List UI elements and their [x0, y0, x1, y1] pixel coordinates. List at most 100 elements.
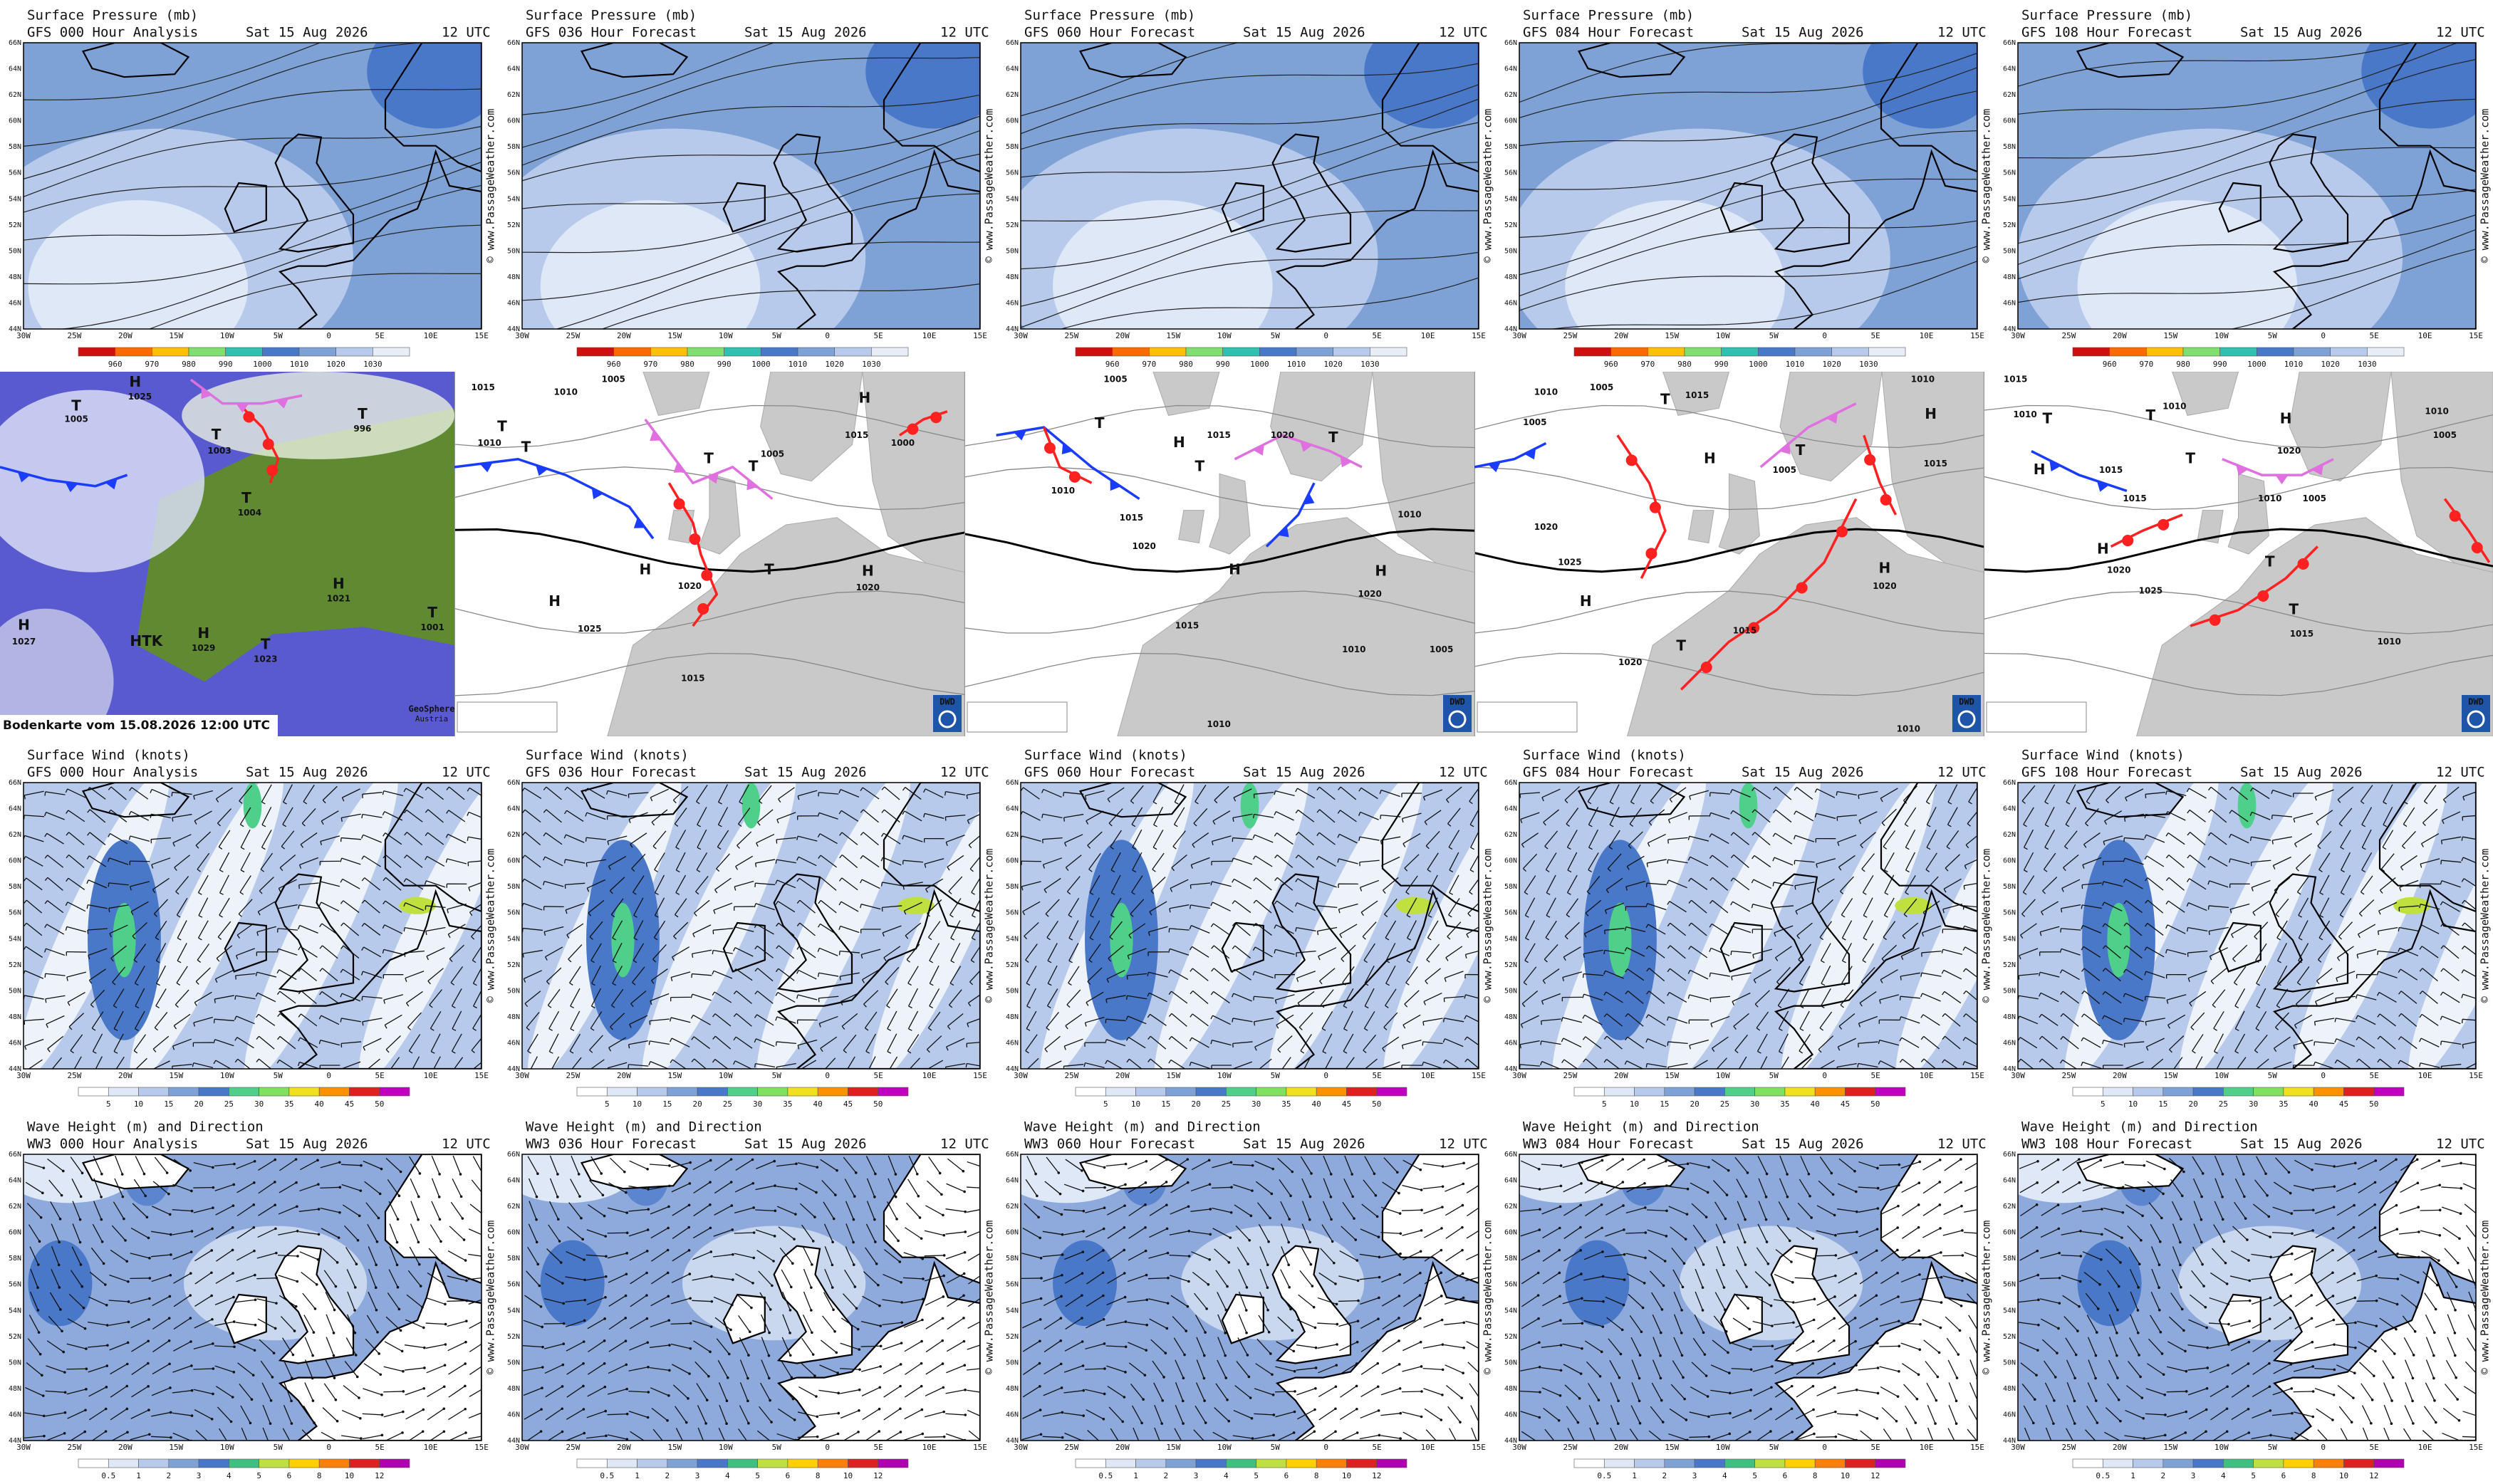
wave-arrow [172, 1365, 192, 1373]
wind-barb-tick [2187, 978, 2190, 983]
wave-arrow-head [1039, 1297, 1043, 1300]
wind-barb-tick [2255, 960, 2259, 963]
wave-arrow-head [603, 1385, 607, 1389]
wave-arrow [426, 1364, 445, 1374]
wind-barb [568, 944, 583, 960]
wind-barb-tick [838, 926, 841, 931]
colorbar-segment [1075, 347, 1113, 357]
wind-barb [321, 810, 339, 822]
wind-barb [153, 899, 169, 914]
wind-barb-tick [88, 955, 90, 960]
wave-arrow [776, 1186, 796, 1190]
pressure-zone [1863, 43, 1977, 129]
wave-arrow [1046, 1156, 1059, 1174]
wind-barb-tick [799, 1070, 801, 1074]
wave-arrow-head [127, 1320, 130, 1324]
wave-arrow-head [399, 1329, 402, 1332]
wave-arrow-head [212, 1367, 215, 1370]
wind-barb [1881, 944, 1897, 959]
colorbar-segment [878, 1458, 909, 1468]
wind-barb [1404, 990, 1420, 1005]
wind-barb [2400, 855, 2417, 867]
wave-arrow [447, 1250, 466, 1261]
wind-barb-tick [735, 866, 739, 870]
wind-barb [451, 1033, 462, 1052]
wave-arrow-head [1039, 1385, 1041, 1388]
wind-barb [2124, 837, 2145, 840]
wind-barb [109, 857, 129, 865]
wind-barb-tick [2123, 968, 2127, 973]
wave-arrow-head [667, 1319, 671, 1322]
wind-barb [467, 860, 482, 863]
wind-barb [89, 968, 106, 981]
wind-barb [630, 991, 647, 1004]
wave-arrow-head [169, 1386, 172, 1389]
wave-arrow-head [645, 1294, 648, 1297]
wind-barb [384, 924, 403, 934]
wind-barb-tick [1604, 909, 1608, 914]
wind-barb-tick [361, 855, 365, 860]
wave-arrow-head [535, 1195, 538, 1198]
wave-arrow-head [396, 1218, 400, 1221]
colorbar-label: 40 [1312, 1099, 1321, 1109]
wave-arrow [113, 1201, 125, 1219]
wind-barb [2442, 811, 2461, 821]
wave-arrow [945, 1208, 966, 1213]
wave-arrow [27, 1338, 41, 1355]
wind-barb [1689, 1039, 1709, 1046]
wave-arrow [1149, 1204, 1167, 1216]
wave-arrow [588, 1204, 605, 1217]
wave-arrow [468, 1436, 482, 1440]
wind-barb-tick [1520, 819, 1523, 824]
wave-arrow-head [625, 1412, 629, 1416]
wind-barb [694, 1058, 707, 1069]
wind-barb [1816, 812, 1836, 819]
wind-barb-tick [382, 790, 385, 795]
coastline [2269, 873, 2349, 993]
colorbar-segment [225, 347, 263, 357]
wind-barb-tick [1446, 799, 1450, 803]
wave-arrow-head [752, 1256, 756, 1260]
wind-barb [756, 945, 774, 958]
wind-barb [1402, 1014, 1421, 1025]
wave-arrow [526, 1431, 541, 1441]
map-body [1519, 43, 1977, 329]
wind-barb-tick [175, 1004, 179, 1008]
wave-arrow [409, 1246, 420, 1265]
wave-arrow-head [275, 1302, 278, 1305]
lon-label: 15E [2469, 331, 2483, 340]
wind-barb [904, 902, 922, 911]
wind-barb [1629, 808, 1643, 825]
wave-arrow-head [900, 1280, 902, 1284]
wind-barb-tick [1210, 902, 1214, 906]
panel-time: 12 UTC [1937, 765, 1987, 780]
wave-arrow [468, 1412, 482, 1419]
wind-barb [1630, 784, 1641, 803]
isobar [1021, 209, 1479, 307]
wind-barb-tick [1338, 786, 1341, 790]
wave-arrow-head [85, 1367, 88, 1371]
wind-barb [777, 991, 796, 1003]
wind-barb-tick [404, 855, 407, 859]
wind-barb-tick [1667, 901, 1670, 905]
wind-barb [176, 966, 188, 983]
wind-barb [1234, 968, 1251, 981]
wind-barb [586, 859, 606, 864]
wind-barb [1106, 969, 1125, 980]
wind-barb-tick [1130, 914, 1134, 917]
wind-barb-tick [68, 1026, 73, 1030]
wave-arrow-head [857, 1431, 860, 1433]
wind-barb [2383, 784, 2393, 803]
wind-barb-tick [1042, 864, 1045, 869]
wave-arrow-head [900, 1301, 903, 1304]
wave-arrow-head [559, 1261, 563, 1264]
wind-barb-tick [135, 1005, 140, 1009]
wind-barb [1322, 1033, 1333, 1052]
wave-arrow [450, 1201, 463, 1219]
colorbar-label: 35 [1281, 1099, 1291, 1109]
wind-barb [1710, 1015, 1730, 1024]
wave-arrow-head [421, 1430, 425, 1433]
wind-barb-tick [1189, 1062, 1192, 1067]
wind-barb [1756, 1033, 1768, 1052]
wave-arrow-head [316, 1159, 319, 1162]
